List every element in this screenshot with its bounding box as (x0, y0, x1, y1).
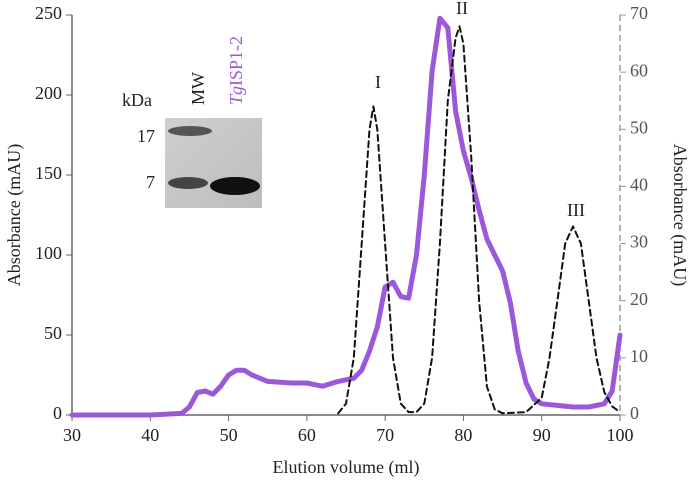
gel-band (168, 177, 208, 189)
y-tick-label: 150 (35, 163, 62, 183)
y2-tick-label: 70 (630, 3, 648, 23)
x-tick-label: 80 (454, 425, 472, 445)
gel-band (168, 126, 212, 136)
x-tick-label: 90 (533, 425, 551, 445)
x-tick-label: 60 (298, 425, 316, 445)
peak-label: III (567, 200, 585, 220)
y2-tick-label: 10 (630, 346, 648, 366)
inset-lane-label-italic: Tg (226, 86, 246, 105)
y-tick-label: 250 (35, 3, 62, 23)
inset-unit: kDa (122, 90, 152, 110)
y-axis-label: Absorbance (mAU) (4, 144, 25, 286)
x-tick-label: 40 (141, 425, 159, 445)
gel-band (210, 177, 260, 195)
dashed-line (337, 25, 621, 415)
y2-axis-label: Absorbance (mAU) (669, 144, 690, 286)
y-tick-label: 200 (35, 83, 62, 103)
inset-marker: 17 (137, 126, 155, 146)
inset-lane-label: TgISP1-2 (226, 36, 246, 105)
y2-tick-label: 40 (630, 175, 648, 195)
peak-label: I (375, 72, 381, 92)
y2-tick-label: 60 (630, 60, 648, 80)
x-tick-label: 70 (376, 425, 394, 445)
y-tick-label: 50 (44, 323, 62, 343)
x-tick-label: 100 (607, 425, 634, 445)
inset-lane-label: MW (188, 72, 208, 105)
y2-tick-label: 50 (630, 117, 648, 137)
y2-tick-label: 0 (630, 403, 639, 423)
y2-tick-label: 30 (630, 232, 648, 252)
gel-inset (165, 118, 262, 208)
x-axis-label: Elution volume (ml) (273, 457, 420, 478)
line (69, 15, 623, 418)
y2-tick-label: 20 (630, 289, 648, 309)
y-tick-label: 0 (53, 403, 62, 423)
peak-label: II (456, 0, 468, 18)
x-tick-label: 30 (63, 425, 81, 445)
x-tick-label: 50 (220, 425, 238, 445)
y-tick-label: 100 (35, 243, 62, 263)
inset-marker: 7 (146, 172, 155, 192)
inset-lane-label-rest: ISP1-2 (226, 36, 246, 86)
